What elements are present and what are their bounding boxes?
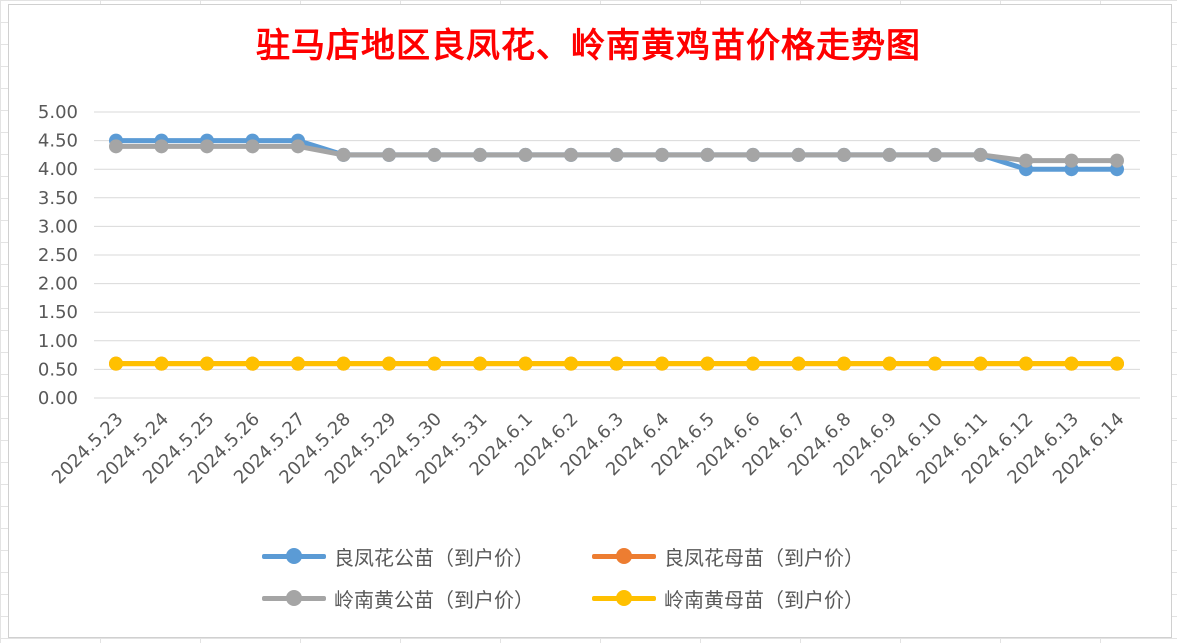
y-tick-label: 0.00 — [38, 388, 78, 409]
legend-marker-series-0 — [286, 548, 302, 564]
data-point — [882, 147, 897, 162]
data-point — [1110, 356, 1124, 371]
x-axis-tick-labels: 2024.5.232024.5.242024.5.252024.5.262024… — [48, 409, 1129, 489]
gridlines — [94, 111, 1140, 399]
legend-label-series-2: 岭南黄公苗（到户价） — [334, 587, 534, 612]
data-point — [746, 356, 760, 371]
data-point — [746, 147, 760, 162]
data-point — [518, 147, 533, 162]
legend-label-series-3: 岭南黄母苗（到户价） — [664, 587, 864, 612]
data-point — [700, 356, 715, 371]
data-point — [655, 147, 669, 162]
data-point — [427, 356, 442, 371]
series-layer — [109, 133, 1124, 371]
legend-marker-series-2 — [286, 590, 302, 606]
data-point — [291, 139, 305, 154]
data-point — [837, 147, 851, 162]
data-point — [109, 356, 123, 371]
data-point — [200, 356, 214, 371]
chart-frame[interactable] — [8, 4, 1172, 638]
data-point — [609, 147, 624, 162]
data-point — [1064, 153, 1079, 168]
series-2 — [109, 139, 1124, 168]
data-point — [336, 356, 351, 371]
data-point — [518, 356, 533, 371]
data-point — [700, 147, 715, 162]
data-point — [473, 356, 487, 371]
data-point — [154, 356, 169, 371]
y-tick-label: 2.00 — [38, 274, 78, 295]
legend-label-series-1: 良凤花母苗（到户价） — [664, 545, 864, 570]
legend-marker-series-1 — [616, 548, 632, 564]
y-tick-label: 4.00 — [38, 159, 78, 180]
data-point — [882, 356, 897, 371]
data-point — [154, 139, 169, 154]
y-tick-label: 4.50 — [38, 131, 78, 152]
data-point — [200, 139, 214, 154]
data-point — [336, 147, 351, 162]
legend-label-series-0: 良凤花公苗（到户价） — [334, 545, 534, 570]
y-tick-label: 2.50 — [38, 245, 78, 266]
data-point — [928, 147, 942, 162]
data-point — [382, 356, 396, 371]
legend-marker-series-3 — [616, 590, 632, 606]
data-point — [655, 356, 669, 371]
data-point — [564, 356, 578, 371]
data-point — [973, 356, 988, 371]
data-point — [1019, 153, 1033, 168]
series-3 — [109, 356, 1124, 371]
data-point — [609, 356, 624, 371]
y-tick-label: 1.50 — [38, 302, 78, 323]
legend-swatch-series-3 — [592, 588, 656, 608]
data-point — [109, 139, 123, 154]
legend-item-series-1[interactable]: 良凤花母苗（到户价） — [592, 538, 864, 574]
data-point — [1064, 356, 1079, 371]
y-tick-label: 0.50 — [38, 359, 78, 380]
data-point — [245, 139, 260, 154]
data-point — [791, 147, 806, 162]
data-point — [973, 147, 988, 162]
legend-item-series-0[interactable]: 良凤花公苗（到户价） — [262, 538, 534, 574]
data-point — [1110, 153, 1124, 168]
y-tick-label: 5.00 — [38, 102, 78, 123]
data-point — [473, 147, 487, 162]
chart-title: 驻马店地区良凤花、岭南黄鸡苗价格走势图 — [256, 26, 921, 66]
data-point — [427, 147, 442, 162]
data-point — [245, 356, 260, 371]
y-tick-label: 3.50 — [38, 188, 78, 209]
legend-swatch-series-2 — [262, 588, 326, 608]
data-point — [791, 356, 806, 371]
legend-item-series-3[interactable]: 岭南黄母苗（到户价） — [592, 580, 864, 616]
y-axis-tick-labels: 0.00 0.50 1.00 1.50 2.00 2.50 3.00 3.50 4.00 4.50… — [38, 102, 78, 409]
y-tick-label: 3.00 — [38, 216, 78, 237]
data-point — [564, 147, 578, 162]
data-point — [1019, 356, 1033, 371]
legend-swatch-series-0 — [262, 546, 326, 566]
data-point — [837, 356, 851, 371]
data-point — [382, 147, 396, 162]
legend-swatch-series-1 — [592, 546, 656, 566]
legend-item-series-2[interactable]: 岭南黄公苗（到户价） — [262, 580, 534, 616]
data-point — [928, 356, 942, 371]
data-point — [291, 356, 305, 371]
y-tick-label: 1.00 — [38, 331, 78, 352]
